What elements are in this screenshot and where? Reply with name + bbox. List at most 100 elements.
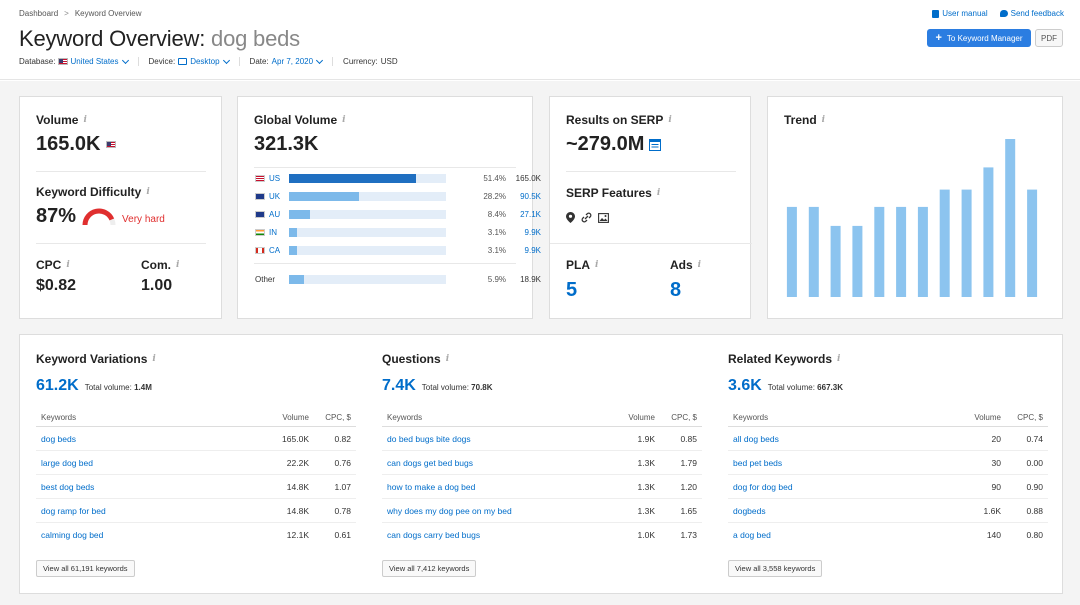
country-code: US (269, 173, 281, 183)
country-flag-icon (255, 246, 265, 254)
map-pin-icon[interactable] (566, 212, 575, 223)
country-val[interactable]: 27.1K (520, 209, 541, 219)
table-row: why does my dog pee on my bed 1.3K 1.65 (382, 499, 702, 523)
user-manual-link[interactable]: User manual (932, 9, 988, 18)
country-row: UK 28.2% 90.5K (255, 189, 541, 203)
info-icon[interactable]: i (595, 260, 599, 270)
view-all-button[interactable]: View all 61,191 keywords (36, 560, 135, 577)
view-all-button[interactable]: View all 3,558 keywords (728, 560, 823, 577)
pla-title-wrap: PLA i (566, 258, 598, 272)
info-icon[interactable]: i (668, 115, 672, 125)
country-val[interactable]: 9.9K (524, 227, 541, 237)
keyword-volume: 20 (991, 433, 1001, 444)
header-cpc[interactable]: CPC, $ (671, 412, 697, 422)
header-cpc[interactable]: CPC, $ (1017, 412, 1043, 422)
info-icon[interactable]: i (342, 115, 346, 125)
country-row: IN 3.1% 9.9K (255, 225, 541, 239)
global-volume-card: Global Volume i 321.3K US 51.4% 165.0K UK 28… (237, 96, 541, 319)
info-icon[interactable]: i (83, 115, 87, 125)
header-cpc[interactable]: CPC, $ (325, 412, 351, 422)
volume-card: Volume i 165.0K Keyword Difficulty i 87%… (19, 96, 222, 319)
divider (36, 171, 206, 172)
trend-bar[interactable] (1027, 189, 1038, 297)
table-header: Keywords Volume CPC, $ (382, 408, 702, 427)
trend-bar[interactable] (1005, 139, 1016, 297)
country-val[interactable]: 9.9K (524, 245, 541, 255)
keyword-link[interactable]: all dog beds (733, 433, 779, 444)
section-summary: 61.2K Total volume: 1.4M (36, 377, 152, 395)
date-selector[interactable]: Date: Apr 7, 2020 (250, 56, 334, 66)
keyword-volume: 30 (991, 457, 1001, 468)
country-row: US 51.4% 165.0K (255, 171, 541, 185)
keyword-link[interactable]: why does my dog pee on my bed (387, 505, 512, 516)
trend-bar[interactable] (808, 206, 819, 297)
info-icon[interactable]: i (445, 354, 450, 364)
section-count[interactable]: 7.4K (382, 377, 416, 394)
table-row: how to make a dog bed 1.3K 1.20 (382, 475, 702, 499)
country-val: 18.9K (520, 274, 541, 284)
trend-bar[interactable] (896, 206, 907, 297)
info-icon[interactable]: i (656, 188, 661, 198)
device-selector[interactable]: Device: Desktop (149, 56, 240, 66)
header-volume[interactable]: Volume (628, 412, 655, 422)
section-count[interactable]: 3.6K (728, 377, 762, 394)
info-icon[interactable]: i (697, 260, 702, 270)
section-count[interactable]: 61.2K (36, 377, 79, 394)
keyword-link[interactable]: dog beds (41, 433, 76, 444)
country-val[interactable]: 90.5K (520, 191, 541, 201)
keyword-link[interactable]: large dog bed (41, 457, 93, 468)
header-volume[interactable]: Volume (974, 412, 1001, 422)
country-bar-track (289, 191, 446, 201)
table-row: best dog beds 14.8K 1.07 (36, 475, 356, 499)
trend-bar[interactable] (786, 206, 797, 297)
country-row: AU 8.4% 27.1K (255, 207, 541, 221)
keyword-link[interactable]: dog for dog bed (733, 481, 793, 492)
serp-list-icon[interactable] (649, 138, 662, 151)
trend-bar[interactable] (852, 225, 863, 297)
serp-value: ~279.0M (566, 133, 645, 155)
pdf-button[interactable]: PDF (1035, 29, 1063, 47)
keyword-link[interactable]: do bed bugs bite dogs (387, 433, 471, 444)
trend-bar[interactable] (939, 189, 950, 297)
keyword-link[interactable]: can dogs get bed bugs (387, 457, 474, 468)
breadcrumb-separator: > (64, 9, 69, 18)
header-keywords: Keywords (733, 412, 769, 422)
info-icon[interactable]: i (152, 354, 156, 364)
country-bar-track (289, 245, 446, 255)
database-selector[interactable]: Database: United States (19, 56, 139, 66)
keyword-link[interactable]: dogbeds (733, 505, 766, 516)
keyword-lists-card: Keyword Variations i 61.2K Total volume: 1.… (19, 334, 1063, 594)
breadcrumb-dashboard[interactable]: Dashboard (19, 9, 59, 18)
to-keyword-manager-button[interactable]: + To Keyword Manager (927, 29, 1031, 47)
info-icon[interactable]: i (146, 187, 150, 197)
info-icon[interactable]: i (66, 260, 70, 270)
keyword-link[interactable]: calming dog bed (41, 530, 104, 540)
trend-bar[interactable] (961, 189, 972, 297)
pla-value[interactable]: 5 (566, 279, 578, 301)
keyword-link[interactable]: can dogs carry bed bugs (387, 530, 481, 540)
database-value-wrap: United States (58, 56, 129, 66)
keyword-link[interactable]: a dog bed (733, 530, 771, 540)
trend-bar[interactable] (917, 206, 928, 297)
trend-bar[interactable] (874, 206, 885, 297)
info-icon[interactable]: i (821, 115, 826, 125)
view-all-button[interactable]: View all 7,412 keywords (382, 560, 477, 577)
cpc-title-wrap: CPC i (36, 258, 70, 272)
ads-value[interactable]: 8 (670, 279, 682, 301)
section-summary: 3.6K Total volume: 667.3K (728, 377, 843, 395)
keyword-link[interactable]: best dog beds (41, 481, 95, 492)
info-icon[interactable]: i (837, 354, 841, 364)
volume-value-wrap: 165.0K (36, 133, 116, 156)
keyword-cpc: 0.61 (334, 530, 351, 540)
trend-bar[interactable] (830, 225, 841, 297)
trend-bar[interactable] (983, 167, 994, 297)
info-icon[interactable]: i (176, 260, 180, 270)
send-feedback-link[interactable]: Send feedback (999, 9, 1064, 18)
keyword-link[interactable]: bed pet beds (733, 457, 783, 468)
link-icon[interactable] (581, 212, 592, 223)
image-icon[interactable] (598, 212, 609, 223)
keyword-link[interactable]: dog ramp for bed (41, 505, 106, 516)
header-volume[interactable]: Volume (282, 412, 309, 422)
keyword-link[interactable]: how to make a dog bed (387, 481, 476, 492)
page-title-prefix: Keyword Overview: (19, 26, 206, 51)
